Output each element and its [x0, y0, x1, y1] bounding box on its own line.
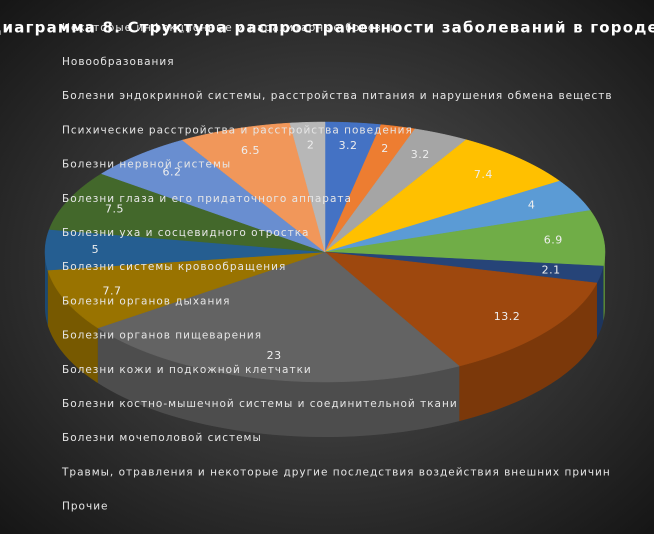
- data-label: 2.1: [542, 264, 561, 277]
- chart-title: Диаграмма 8. Структура распространенност…: [0, 19, 654, 37]
- slice: [97, 251, 460, 383]
- data-label: 5: [92, 243, 100, 256]
- slice-side: [459, 282, 597, 422]
- slice: [324, 121, 382, 253]
- data-label: 3.2: [411, 148, 430, 161]
- data-label: 23: [267, 349, 282, 362]
- slice-side-shade: [459, 282, 597, 422]
- legend-label: Прочие: [62, 501, 108, 513]
- data-label: 4: [528, 199, 536, 212]
- slice: [324, 139, 561, 253]
- slice-side: [47, 270, 98, 383]
- pie-sides: [45, 252, 605, 437]
- slice-side-shade: [97, 327, 460, 437]
- data-label: 6.5: [241, 144, 260, 157]
- slice: [100, 139, 326, 253]
- legend-label: Болезни органов пищеварения: [62, 330, 262, 342]
- legend-label: Болезни эндокринной системы, расстройств…: [62, 90, 613, 102]
- legend-label: Болезни мочеполовой системы: [62, 432, 262, 444]
- data-label: 3.2: [339, 139, 358, 152]
- legend-label: Травмы, отравления и некоторые другие по…: [61, 466, 611, 478]
- slice-side: [596, 266, 604, 338]
- legend-label: Некоторые инфекционные и паразитарные бо…: [62, 22, 398, 34]
- slice: [324, 128, 467, 253]
- slice-side: [603, 252, 605, 322]
- slice: [324, 124, 416, 253]
- data-label: 6.9: [544, 233, 563, 246]
- legend-label: Психические расстройства и расстройства …: [62, 124, 413, 136]
- slice: [324, 180, 591, 253]
- data-label: 2: [307, 139, 315, 152]
- slice-side: [45, 252, 48, 326]
- data-label: 13.2: [494, 310, 521, 323]
- legend-label: Болезни нервной системы: [62, 159, 231, 171]
- slice-side-shade: [47, 270, 98, 383]
- slice: [44, 229, 326, 271]
- slice-side: [97, 327, 460, 437]
- slice: [324, 251, 598, 367]
- legend: Некоторые инфекционные и паразитарные бо…: [61, 22, 613, 513]
- legend-label: Болезни органов дыхания: [62, 295, 230, 307]
- slice: [181, 122, 326, 253]
- slice-side-shade: [603, 252, 605, 322]
- slice: [324, 210, 606, 267]
- slice-side-shade: [596, 266, 604, 338]
- data-labels: 3.2 2 3.2 7.4 4 6.9 2.1 13.2 23 7.7 5 7.5 6.2 6.5 2: [92, 139, 563, 362]
- legend-label: Болезни костно-мышечной системы и соедин…: [62, 398, 458, 410]
- data-label: 7.7: [102, 285, 121, 298]
- pie-tops: [44, 121, 606, 383]
- legend-label: Болезни уха и сосцевидного отростка: [62, 227, 309, 239]
- slice: [289, 121, 326, 253]
- legend-label: Новообразования: [62, 56, 175, 68]
- data-label: 2: [381, 142, 389, 155]
- legend-label: Болезни глаза и его придаточного аппарат…: [62, 193, 352, 205]
- data-label: 6.2: [162, 166, 181, 179]
- data-label: 7.4: [474, 168, 493, 181]
- slice: [47, 251, 326, 329]
- legend-label: Болезни системы кровообращения: [62, 261, 286, 273]
- data-label: 7.5: [105, 202, 124, 215]
- slice-side-shade: [45, 252, 48, 326]
- slice: [48, 173, 326, 253]
- legend-label: Болезни кожи и подкожной клетчатки: [62, 364, 312, 376]
